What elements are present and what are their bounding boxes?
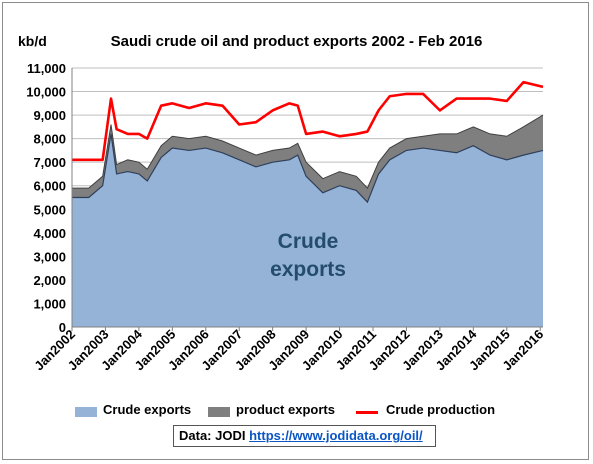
source-box: Data: JODI https://www.jodidata.org/oil/ <box>173 425 436 447</box>
y-tick-labels: 0 1,000 2,000 3,000 4,000 5,000 6,000 7,000 8,00… <box>26 61 66 335</box>
y-tick-label: 11,000 <box>27 61 66 76</box>
legend-swatch-crude-production <box>356 411 378 414</box>
y-axis-unit-label: kb/d <box>18 33 47 49</box>
legend-swatch-crude-exports <box>75 407 97 417</box>
crude-exports-area <box>72 133 543 327</box>
y-tick-label: 9,000 <box>33 108 66 123</box>
y-tick-label: 3,000 <box>33 249 66 264</box>
y-tick-label: 6,000 <box>33 179 66 194</box>
y-tick-label: 0 <box>59 320 66 335</box>
y-tick-label: 10,000 <box>26 85 66 100</box>
chart-title: Saudi crude oil and product exports 2002… <box>110 33 483 50</box>
y-tick-label: 2,000 <box>33 273 66 288</box>
crude-production-line <box>72 80 544 162</box>
x-tick-labels: Jan2002Jan2003Jan2004Jan2005Jan2006Jan20… <box>31 326 546 373</box>
annotation-line: Crude <box>278 230 339 253</box>
annotation-line: exports <box>270 258 346 281</box>
product-exports-edge <box>72 114 544 189</box>
legend: Crude exports product exports Crude prod… <box>0 400 593 422</box>
y-tick-label: 8,000 <box>33 132 66 147</box>
product-exports-area <box>72 115 543 203</box>
series-lines <box>72 80 544 162</box>
y-tick-label: 5,000 <box>33 202 66 217</box>
y-tick-label: 4,000 <box>33 226 66 241</box>
legend-label-crude-exports: Crude exports <box>103 402 192 417</box>
legend-swatch-product-exports <box>208 407 230 417</box>
source-label: Data: JODI <box>179 428 246 443</box>
stacked-areas <box>72 114 544 327</box>
y-tick-label: 7,000 <box>33 155 66 170</box>
axes <box>71 68 543 328</box>
y-tick-label: 1,000 <box>33 296 66 311</box>
legend-label-product-exports: product exports <box>236 402 335 417</box>
crude-exports-edge <box>72 133 544 204</box>
source-link[interactable]: https://www.jodidata.org/oil/ <box>249 428 423 443</box>
legend-label-crude-production: Crude production <box>386 402 496 417</box>
area-annotation: Crude exports <box>270 230 346 281</box>
